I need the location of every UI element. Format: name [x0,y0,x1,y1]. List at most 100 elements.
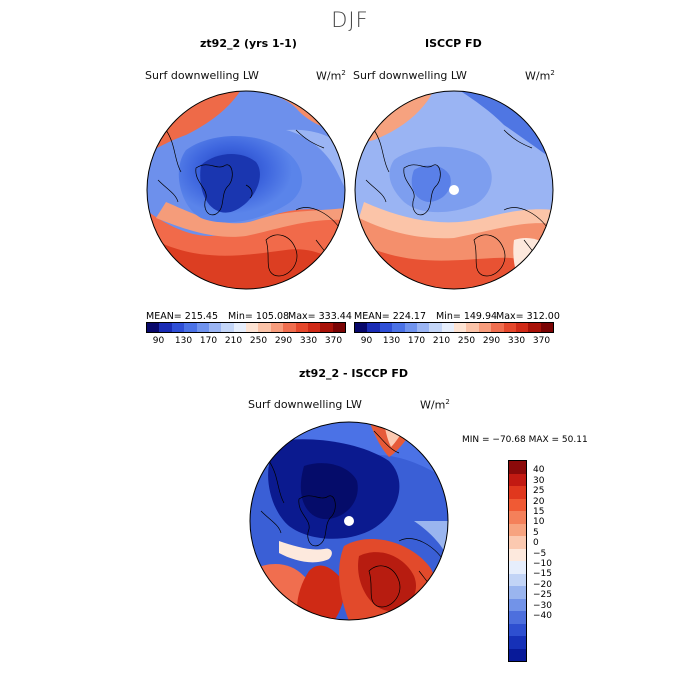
colorbar-swatch [246,323,259,332]
colorbar-swatch [509,473,526,486]
colorbar-swatch [392,323,405,332]
colorbar-tick-label: 210 [432,336,451,346]
colorbar-swatch [429,323,442,332]
panel-right-mean: MEAN= 224.17 [354,311,427,322]
panel-left-title: zt92_2 (yrs 1-1) [200,37,297,50]
colorbar-swatch [184,323,197,332]
colorbar-swatch [258,323,271,332]
panel-diff-variable: Surf downwelling LW [248,398,362,411]
colorbar-swatch [208,323,222,332]
colorbar-swatch [509,611,526,624]
panel-left-min: Min= 105.08 [228,311,290,322]
colorbar-swatch [509,548,526,561]
colorbar-swatch [307,323,321,332]
colorbar-swatch [221,323,234,332]
colorbar-swatch [147,323,160,332]
colorbar-tick-label: −25 [533,590,552,601]
colorbar-swatch [355,323,368,332]
map-left [146,90,346,290]
colorbar-swatch [367,323,380,332]
colorbar-swatch [332,323,345,332]
colorbar-swatch [509,498,526,511]
colorbar-swatch [509,536,526,549]
colorbar-swatch [270,323,284,332]
colorbar-tick-label: 330 [299,336,318,346]
colorbar-tick-label: 210 [224,336,243,346]
colorbar-tick-label: 370 [532,336,551,346]
panel-left-unit: W/m2 [316,69,346,83]
colorbar-tick-label: 250 [457,336,476,346]
panel-right-max: Max= 312.00 [496,311,560,322]
colorbar-swatch [509,523,526,536]
colorbar-left [146,322,346,333]
panel-left-mean: MEAN= 215.45 [146,311,219,322]
panel-left-max: Max= 333.44 [288,311,352,322]
colorbar-tick-label: 170 [199,336,218,346]
colorbar-tick-label: 290 [274,336,293,346]
season-title: DJF [331,8,369,32]
colorbar-tick-label: 10 [533,517,545,528]
colorbar-swatch [233,323,246,332]
colorbar-tick-label: 250 [249,336,268,346]
colorbar-swatch [509,511,526,524]
colorbar-tick-label: −20 [533,579,552,590]
colorbar-tick-label: −15 [533,569,552,580]
map-diff [249,421,449,621]
colorbar-diff [508,460,527,662]
colorbar-swatch [441,323,454,332]
colorbar-tick-label: 25 [533,486,545,497]
colorbar-swatch [295,323,308,332]
colorbar-swatch [509,461,526,474]
colorbar-swatch [283,323,296,332]
panel-diff-minmax: MIN = −70.68 MAX = 50.11 [462,435,588,445]
colorbar-swatch [171,323,185,332]
colorbar-swatch [454,323,467,332]
colorbar-swatch [466,323,479,332]
colorbar-swatch [515,323,529,332]
colorbar-swatch [509,486,526,499]
colorbar-swatch [540,323,553,332]
colorbar-swatch [509,648,526,661]
colorbar-swatch [196,323,209,332]
colorbar-tick-label: 330 [507,336,526,346]
colorbar-swatch [416,323,430,332]
colorbar-swatch [379,323,393,332]
colorbar-tick-label: 30 [533,475,545,486]
colorbar-tick-label: 130 [382,336,401,346]
colorbar-tick-label: 15 [533,507,545,517]
panel-diff-title: zt92_2 - ISCCP FD [299,367,409,380]
panel-right-variable: Surf downwelling LW [353,69,467,82]
colorbar-swatch [509,573,526,586]
colorbar-swatch [404,323,417,332]
colorbar-swatch [503,323,516,332]
colorbar-tick-label: 170 [407,336,426,346]
panel-right-title: ISCCP FD [425,37,482,50]
colorbar-swatch [478,323,492,332]
colorbar-swatch [509,598,526,611]
colorbar-tick-label: −5 [533,548,547,559]
panel-right-unit: W/m2 [525,69,555,83]
colorbar-tick-label: 370 [324,336,343,346]
colorbar-swatch [528,323,541,332]
panel-diff-unit: W/m2 [420,398,450,412]
colorbar-tick-label: −10 [533,559,552,569]
map-right [354,90,554,290]
colorbar-swatch [491,323,504,332]
colorbar-tick-label: 40 [533,465,545,476]
colorbar-tick-label: 20 [533,496,545,507]
colorbar-swatch [509,586,526,599]
colorbar-tick-label: 290 [482,336,501,346]
colorbar-tick-label: 0 [533,538,539,549]
colorbar-tick-label: 90 [360,336,373,346]
panel-right-min: Min= 149.94 [436,311,498,322]
colorbar-swatch [509,561,526,574]
colorbar-tick-label: 90 [152,336,165,346]
colorbar-tick-label: 130 [174,336,193,346]
colorbar-tick-label: −40 [533,611,552,621]
colorbar-tick-label: −30 [533,600,552,611]
colorbar-right [354,322,554,333]
panel-left-variable: Surf downwelling LW [145,69,259,82]
colorbar-swatch [159,323,172,332]
colorbar-tick-label: 5 [533,527,539,538]
colorbar-swatch [509,623,526,636]
